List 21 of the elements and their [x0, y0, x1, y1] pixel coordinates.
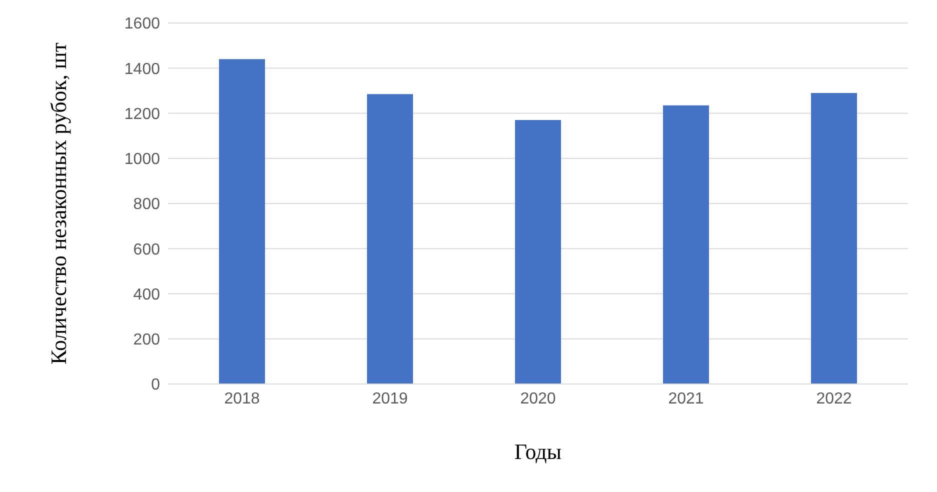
- x-tick-label: 2019: [372, 390, 408, 408]
- y-tick-label: 1400: [124, 60, 160, 78]
- y-tick-label: 0: [151, 376, 160, 394]
- x-tick-label: 2022: [816, 390, 852, 408]
- y-tick-label: 800: [133, 196, 160, 214]
- x-tick-label: 2020: [520, 390, 556, 408]
- y-tick-label: 1200: [124, 106, 160, 123]
- bar: [811, 92, 857, 384]
- y-tick-label: 600: [133, 241, 160, 258]
- y-tick-label: 200: [133, 332, 160, 349]
- bar: [515, 120, 561, 384]
- y-tick-label: 1000: [124, 151, 160, 168]
- x-tick-label: 2021: [668, 390, 704, 408]
- y-tick-label: 400: [133, 286, 160, 304]
- bar: [663, 105, 709, 384]
- bar: [367, 94, 413, 384]
- bar: [219, 59, 265, 384]
- y-tick-label: 1600: [124, 16, 160, 33]
- y-axis-title: Количество незаконных рубок, шт: [46, 42, 71, 365]
- x-tick-label: 2018: [224, 390, 260, 408]
- x-axis-title: Годы: [514, 439, 562, 464]
